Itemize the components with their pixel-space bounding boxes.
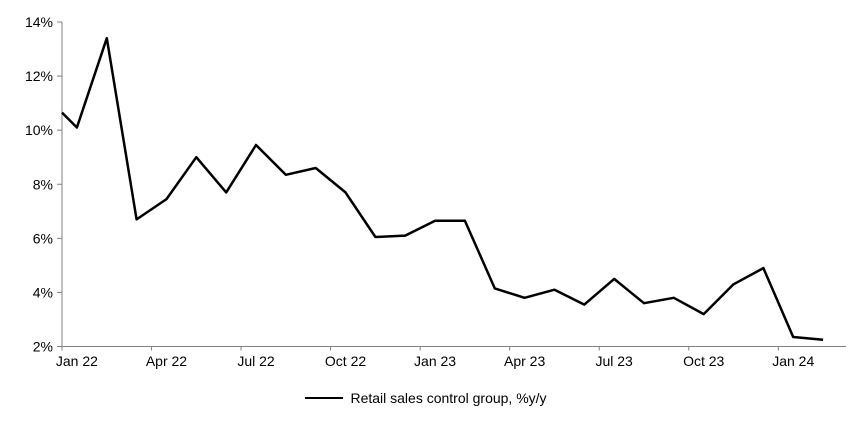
x-tick-label: Jul 23 (595, 353, 633, 369)
x-tick-label: Oct 23 (683, 353, 724, 369)
legend-line-swatch (305, 396, 344, 399)
series-line-retail-sales (61, 36, 824, 341)
legend: Retail sales control group, %y/y (0, 389, 852, 406)
y-tick-label: 4% (33, 284, 53, 300)
x-tick-label: Jan 23 (414, 353, 456, 369)
y-tick-label: 12% (25, 68, 53, 84)
y-tick-label: 8% (33, 176, 53, 192)
plot-area: 2% 4% 6% 8% 10% 12% 14% Jan 22 Apr 22 Jul 22 Oct 2… (25, 14, 846, 369)
x-tick-label: Oct 22 (325, 353, 366, 369)
x-tick-label: Jul 22 (237, 353, 275, 369)
legend-label: Retail sales control group, %y/y (350, 389, 547, 406)
y-tick-label: 2% (33, 339, 53, 355)
y-tick-label: 6% (33, 230, 53, 246)
y-tick-label: 10% (25, 122, 53, 138)
y-tick-label: 14% (25, 14, 53, 30)
x-tick-label: Jan 24 (772, 353, 814, 369)
x-tick-label: Apr 23 (504, 353, 545, 369)
x-tick-label: Apr 22 (146, 353, 187, 369)
x-tick-label: Jan 22 (56, 353, 98, 369)
